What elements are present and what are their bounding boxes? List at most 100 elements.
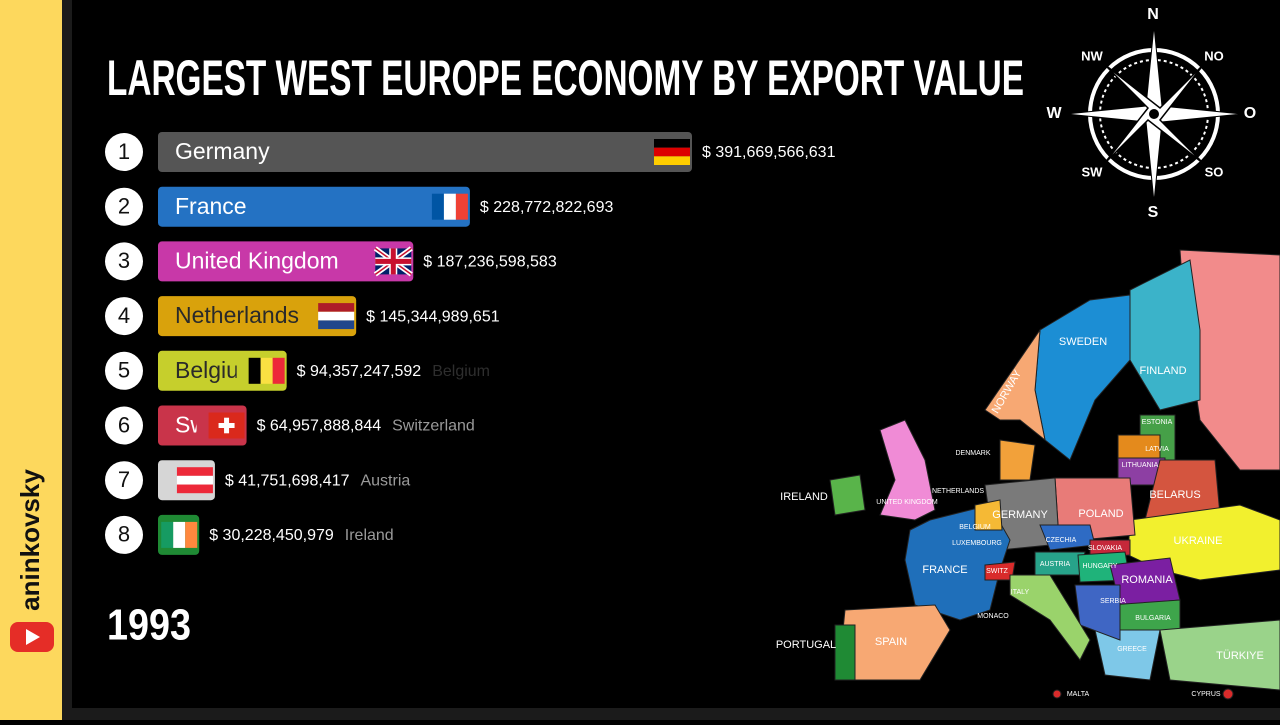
rank-circle <box>105 133 143 171</box>
value-label: $ 391,669,566,631 <box>702 144 836 161</box>
flag-stripe <box>272 357 285 384</box>
flag-stripe <box>161 521 174 548</box>
map-label: PORTUGAL <box>776 639 836 651</box>
map-label: SWITZ <box>986 568 1008 575</box>
flag-stripe <box>431 193 444 220</box>
bar <box>158 186 470 227</box>
flag-stripe <box>455 193 468 220</box>
flag <box>208 412 245 439</box>
flag-stripe <box>260 357 273 384</box>
map-label: HUNGARY <box>1083 563 1118 570</box>
flag-stripe <box>654 147 690 157</box>
rank-label: 2 <box>118 194 130 219</box>
chart-title: LARGEST WEST EUROPE ECONOMY BY EXPORT VA… <box>107 50 1024 106</box>
bar-label: Switzerland <box>175 412 294 438</box>
rank-label: 1 <box>118 139 130 164</box>
rank-circle <box>105 187 143 226</box>
map-label: ITALY <box>1011 589 1030 596</box>
flag-stripe <box>176 467 213 476</box>
bar-label: Germany <box>175 138 270 164</box>
map-label: GERMANY <box>992 509 1048 521</box>
flag-stripe <box>248 357 261 384</box>
map-label: GREECE <box>1117 646 1147 653</box>
flag <box>176 467 213 494</box>
map-label: UKRAINE <box>1174 535 1223 547</box>
compass-label: SW <box>1082 164 1104 179</box>
outside-label: Ireland <box>345 527 394 544</box>
channel-name: aninkovsky <box>15 469 45 611</box>
rank-label: 7 <box>118 467 130 492</box>
bar-label: Netherlands <box>175 302 299 328</box>
map-label: BULGARIA <box>1135 615 1171 622</box>
map-label: FRANCE <box>922 564 967 576</box>
bar-label: France <box>175 193 247 219</box>
map-label: LUXEMBOURG <box>952 540 1002 547</box>
map-label: UNITED KINGDOM <box>876 499 938 506</box>
flag-stripe <box>176 484 213 494</box>
bar <box>158 241 414 282</box>
compass-label: NW <box>1081 48 1103 63</box>
flag-stripe <box>318 320 355 330</box>
rank-circle <box>105 297 143 336</box>
map-label: ESTONIA <box>1142 419 1173 426</box>
outside-label: Belgium <box>432 363 490 380</box>
flag-stripe <box>176 475 213 485</box>
rank-label: 8 <box>118 522 130 547</box>
rank-label: 5 <box>118 358 130 383</box>
rank-circle <box>105 406 143 445</box>
flag-stripe <box>443 193 456 220</box>
map-label: NETHERLANDS <box>932 488 984 495</box>
value-label: $ 30,228,450,979 <box>209 527 334 544</box>
value-label: $ 94,357,247,592 <box>297 363 422 380</box>
map-label: BELARUS <box>1149 489 1200 501</box>
flag-stripe <box>318 311 355 321</box>
value-label: $ 145,344,989,651 <box>366 308 500 325</box>
flag-stripe <box>654 156 690 165</box>
map-label: BELGIUM <box>959 524 991 531</box>
rank-label: 6 <box>118 412 130 437</box>
compass-label: SO <box>1205 164 1224 179</box>
flag-stripe <box>318 303 355 312</box>
map-label: POLAND <box>1078 508 1123 520</box>
flag-stripe <box>185 521 198 548</box>
flag-cross <box>218 423 235 428</box>
map-label: CZECHIA <box>1046 537 1077 544</box>
compass-label: S <box>1148 204 1159 221</box>
value-label: $ 41,751,698,417 <box>225 472 350 489</box>
flag <box>654 139 690 165</box>
map-label: SLOVAKIA <box>1088 545 1122 552</box>
map <box>829 249 1280 700</box>
bar <box>158 132 692 172</box>
side-strip <box>0 0 62 720</box>
compass-label: N <box>1147 6 1159 23</box>
map-label: SERBIA <box>1100 598 1126 605</box>
compass-label: O <box>1244 105 1256 122</box>
map-label: CYPRUS <box>1191 691 1221 698</box>
map-label: ROMANIA <box>1121 574 1173 586</box>
bar <box>158 296 357 337</box>
outside-label: Austria <box>360 472 410 489</box>
rank-label: 4 <box>118 303 130 328</box>
map-label: AUSTRIA <box>1040 561 1071 568</box>
flag <box>248 357 285 384</box>
flag <box>318 303 355 330</box>
map-label: SWEDEN <box>1059 336 1107 348</box>
rank-circle <box>105 351 143 390</box>
compass-label: W <box>1046 105 1062 122</box>
flag <box>373 246 413 277</box>
youtube-icon <box>10 622 54 652</box>
compass-label: NO <box>1204 48 1224 63</box>
value-label: $ 228,772,822,693 <box>480 199 614 216</box>
value-label: $ 64,957,888,844 <box>257 418 382 435</box>
year-label: 1993 <box>107 601 191 650</box>
bar-label: Belgium <box>175 357 258 383</box>
map-label: LATVIA <box>1145 446 1169 453</box>
map-label: MONACO <box>977 613 1009 620</box>
map-label: DENMARK <box>955 450 990 457</box>
flag-stripe <box>173 521 186 548</box>
flag-stripe <box>654 139 690 148</box>
outside-label: Switzerland <box>392 418 475 435</box>
side-border <box>62 0 72 720</box>
map-label: TÜRKIYE <box>1216 650 1264 662</box>
